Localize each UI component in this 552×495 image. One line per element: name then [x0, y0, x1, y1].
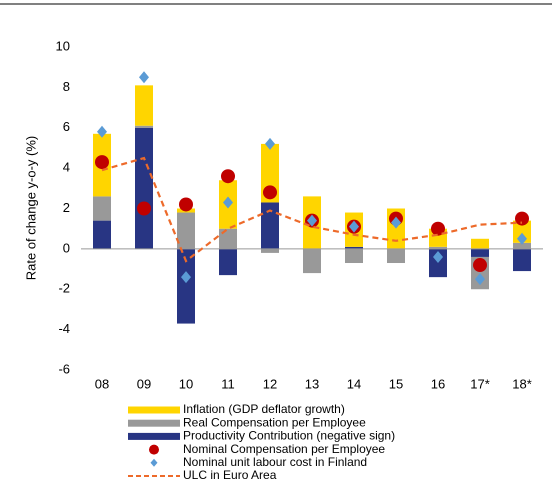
bar-segment — [513, 242, 531, 249]
x-tick-label: 08 — [95, 376, 109, 391]
point — [307, 214, 317, 227]
point — [433, 250, 443, 263]
bar-segment — [177, 248, 195, 324]
legend-swatch — [149, 444, 159, 455]
y-tick-label: -6 — [58, 361, 70, 376]
x-tick-label: 13 — [305, 376, 319, 391]
legend-label: Nominal unit labour cost in Finland — [183, 455, 367, 469]
point — [181, 271, 191, 284]
y-tick-label: 2 — [63, 200, 70, 215]
legend-label: Productivity Contribution (negative sign… — [183, 429, 395, 443]
x-tick-label: 17* — [470, 376, 490, 391]
point — [391, 216, 401, 229]
point — [223, 196, 233, 209]
bar-segment — [303, 248, 321, 274]
point — [97, 125, 107, 138]
bar-segment — [345, 246, 363, 249]
bar-segment — [513, 220, 531, 243]
point — [265, 137, 275, 150]
y-tick-label: -4 — [58, 321, 70, 336]
point — [515, 211, 529, 226]
bar-segment — [387, 248, 405, 264]
x-tick-label: 10 — [179, 376, 193, 391]
bar-segment — [261, 202, 279, 249]
legend-label: Nominal Compensation per Employee — [183, 442, 385, 456]
x-tick-label: 18* — [512, 376, 532, 391]
point — [431, 221, 445, 236]
legend-label: ULC in Euro Area — [183, 468, 277, 482]
y-axis-label: Rate of change y-o-y (%) — [23, 136, 38, 281]
x-tick-label: 15 — [389, 376, 403, 391]
point — [95, 155, 109, 170]
bar-segment — [135, 125, 153, 128]
point — [349, 220, 359, 233]
bar-segment — [345, 248, 363, 264]
point — [517, 232, 527, 245]
legend-swatch — [128, 406, 180, 414]
point — [137, 201, 151, 216]
legend-label: Real Compensation per Employee — [183, 415, 366, 429]
x-tick-label: 12 — [263, 376, 277, 391]
point — [475, 273, 485, 286]
bar-segment — [135, 127, 153, 249]
bar-segment — [219, 228, 237, 249]
x-tick-label: 16 — [431, 376, 445, 391]
x-tick-label: 11 — [221, 376, 235, 391]
y-tick-label: 4 — [63, 160, 70, 175]
y-tick-label: 8 — [63, 79, 70, 94]
bar-segment — [513, 248, 531, 272]
bar-segment — [471, 248, 489, 257]
legend-swatch — [150, 458, 158, 467]
bar-segment — [93, 196, 111, 221]
legend-swatch — [128, 419, 180, 427]
legend-swatch — [128, 432, 180, 440]
legend-label: Inflation (GDP deflator growth) — [183, 402, 345, 416]
y-tick-label: 0 — [63, 240, 70, 255]
line — [101, 156, 523, 263]
y-tick-label: 6 — [63, 119, 70, 134]
bar-segment — [219, 248, 237, 276]
bar-segment — [135, 85, 153, 126]
point — [473, 258, 487, 273]
y-tick-label: 10 — [56, 38, 70, 53]
point — [263, 185, 277, 200]
x-tick-label: 09 — [137, 376, 151, 391]
point — [139, 71, 149, 84]
bar-segment — [261, 248, 279, 253]
point — [221, 169, 235, 184]
x-tick-label: 14 — [347, 376, 361, 391]
bar-segment — [429, 246, 447, 249]
bar-segment — [177, 212, 195, 249]
point — [179, 197, 193, 212]
bar-segment — [93, 220, 111, 249]
bar-segment — [471, 238, 489, 249]
y-tick-label: -2 — [58, 281, 70, 296]
bar-segment — [429, 248, 447, 278]
